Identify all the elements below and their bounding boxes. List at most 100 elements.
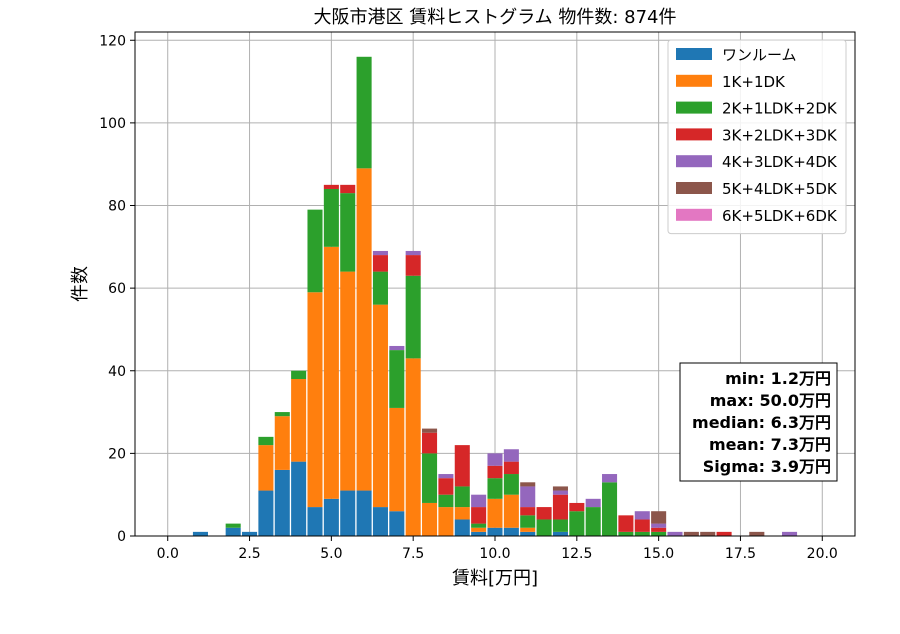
bar-segment [274,469,290,536]
bar-segment [683,531,699,536]
bar-segment [602,474,618,483]
bar-segment [651,523,667,528]
x-tick-label: 2.5 [238,546,260,562]
bar-segment [503,461,519,475]
bar-segment [471,531,487,536]
y-tick-label: 80 [108,199,126,215]
stats-box-frame [679,362,838,482]
bar-segment [749,531,765,536]
bar-segment [372,507,388,536]
bar-segment [405,250,421,256]
y-axis-label: 件数 [70,266,91,302]
bar-segment [471,527,487,532]
bar-segment [340,271,356,491]
bar-segment [520,486,536,508]
bar-segment [291,370,307,380]
bar-segment [520,531,536,536]
bar-segment [258,436,274,446]
bar-segment [503,474,519,495]
bar-segment [389,407,405,512]
y-tick-label: 100 [99,116,126,132]
bar-segment [700,531,716,536]
y-axis: 0 20 40 60 80 100 120 [99,33,135,545]
legend-label: 1K+1DK [722,73,786,91]
legend-swatch [676,74,712,87]
bar-segment [602,482,618,536]
bar-segment [372,255,388,272]
legend-label: 2K+1LDK+2DK [722,100,838,118]
bar-segment [372,250,388,256]
x-tick-label: 15.0 [643,546,674,562]
bar-segment [552,490,568,495]
bar-segment [422,453,438,503]
x-axis-label: 賃料[万円] [452,568,538,589]
bar-segment [258,490,274,536]
bar-segment [716,531,732,536]
bar-segment [520,507,536,516]
legend-swatch [676,208,712,221]
bar-segment [552,519,568,532]
bar-segment [340,184,356,194]
bar-segment [471,507,487,524]
bar-segment [438,507,454,536]
bar-segment [454,507,470,520]
legend: ワンルーム 1K+1DK 2K+1LDK+2DK 3K+2LDK+3DK 4K+3LDK… [667,39,847,235]
bar-segment [323,498,339,536]
x-tick-label: 12.5 [561,546,592,562]
bar-segment [618,515,634,532]
x-tick-label: 7.5 [402,546,424,562]
y-tick-label: 40 [108,364,126,380]
bar-segment [307,292,323,508]
y-tick-label: 120 [99,33,126,49]
x-tick-label: 20.0 [807,546,838,562]
bar-segment [503,494,519,528]
bar-segment [520,515,536,528]
y-tick-label: 0 [117,529,126,545]
bar-segment [372,271,388,305]
stats-line: median: 6.3万円 [692,413,831,432]
bar-segment [782,531,798,536]
x-tick-label: 17.5 [725,546,756,562]
bar-segment [454,445,470,487]
bar-segment [225,523,241,528]
stats-line: Sigma: 3.9万円 [703,457,831,476]
legend-label: 5K+4LDK+5DK [722,180,838,198]
bar-segment [323,188,339,247]
x-tick-label: 0.0 [157,546,179,562]
bar-segment [585,498,601,508]
bar-segment [258,445,274,491]
bar-segment [422,502,438,536]
bar-segment [454,519,470,536]
bar-segment [242,531,258,536]
bar-segment [552,494,568,520]
bar-segment [536,519,552,536]
y-tick-label: 20 [108,446,126,462]
bar-segment [536,507,552,520]
bar-segment [569,502,585,512]
bars [192,56,798,536]
legend-label: 3K+2LDK+3DK [722,126,838,144]
bar-segment [520,527,536,532]
bar-segment [323,246,339,499]
x-tick-label: 5.0 [320,546,342,562]
bar-segment [667,531,683,536]
bar-segment [422,432,438,454]
legend-swatch [676,182,712,194]
bar-segment [389,345,405,351]
bar-segment [356,56,372,169]
x-axis: 0.0 2.5 5.0 7.5 10.0 12.5 15.0 17.5 20.0 [157,536,838,562]
bar-segment [487,453,503,466]
bar-segment [192,531,208,536]
bar-segment [372,304,388,508]
bar-segment [454,486,470,508]
bar-segment [471,523,487,528]
bar-segment [291,461,307,536]
bar-segment [323,184,339,189]
bar-segment [634,511,650,520]
bar-segment [569,511,585,536]
bar-segment [634,531,650,536]
bar-segment [356,168,372,491]
bar-segment [405,358,421,536]
legend-label: 4K+3LDK+4DK [722,153,838,171]
